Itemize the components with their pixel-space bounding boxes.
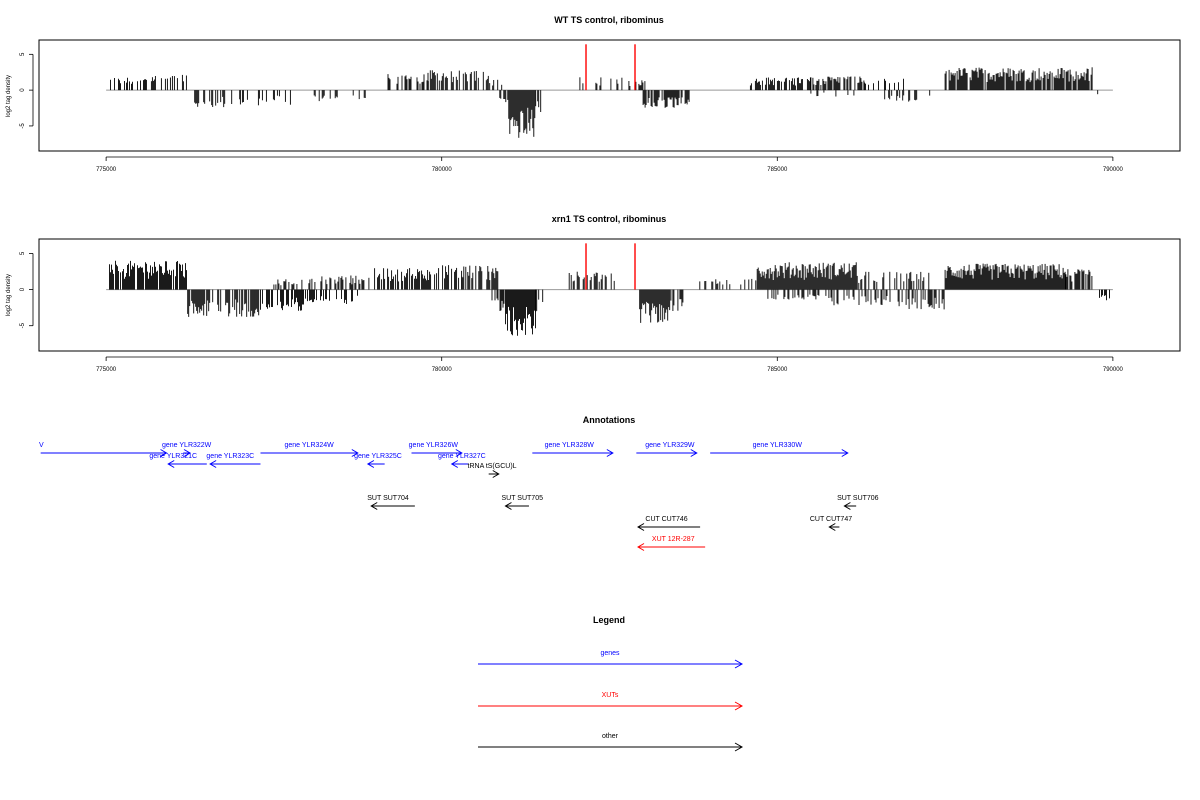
wt-axes: 775000 780000 785000 790000 5 0 -5 <box>20 52 1124 173</box>
feature-7-arrowhead <box>450 460 459 468</box>
xrn1-axes: 775000 780000 785000 790000 5 0 -5 <box>20 251 1124 373</box>
wt-x-tick-label: 775000 <box>96 167 117 173</box>
feature-1-arrowhead <box>183 449 192 457</box>
feature-4-arrowhead <box>351 449 359 457</box>
xrn1-x-tick-label: 790000 <box>1103 367 1124 373</box>
feature-3-arrowhead <box>209 460 217 468</box>
feature-label: gene YLR324W <box>285 442 335 449</box>
feature-label: gene YLR327C <box>438 453 486 460</box>
wt-y-tick-label: 5 <box>20 52 26 56</box>
wt-plot-frame <box>38 39 1181 152</box>
wt-panel-title: WT TS control, ribominus <box>554 15 664 25</box>
legend-label-1: XUTs <box>602 692 619 699</box>
xrn1-y-tick-label: -5 <box>20 322 26 328</box>
legend-arrowhead-0 <box>734 659 744 669</box>
xrn1-bars <box>106 243 1113 336</box>
xrn1-y-tick-label: 5 <box>20 251 26 255</box>
xrn1-panel-title: xrn1 TS control, ribominus <box>552 214 667 224</box>
feature-11-arrowhead <box>841 449 849 457</box>
feature-label: CUT CUT746 <box>645 516 687 523</box>
feature-label: gene YLR329W <box>645 442 695 449</box>
xrn1-x-tick-label: 780000 <box>432 367 453 373</box>
feature-label: gene YLR322W <box>162 442 212 449</box>
annotations-title: Annotations <box>583 415 636 425</box>
legend-arrowhead-1 <box>734 701 744 711</box>
legend-label-0: genes <box>600 650 620 657</box>
feature-6-arrowhead <box>455 449 463 457</box>
feature-2-arrowhead <box>167 460 175 468</box>
feature-label: XUT 12R-287 <box>652 536 695 543</box>
feature-label: SUT SUT705 <box>501 495 543 502</box>
feature-12-arrowhead <box>370 502 378 510</box>
wt-y-axis-label: log2 tag density <box>6 75 12 117</box>
feature-label: gene YLR330W <box>753 442 803 449</box>
feature-label: SUT SUT706 <box>837 495 879 502</box>
wt-bars <box>106 44 1113 138</box>
xrn1-y-axis-label: log2 tag density <box>6 274 12 316</box>
xrn1-x-tick-label: 785000 <box>767 367 788 373</box>
feature-17-arrowhead <box>637 543 645 551</box>
feature-16-arrowhead <box>828 523 836 531</box>
wt-x-tick-label: 785000 <box>767 167 788 173</box>
wt-y-tick-label: -5 <box>20 123 26 129</box>
legend-items: genes XUTs other <box>478 650 744 752</box>
feature-label: tRNA tS(GCU)L <box>468 463 517 470</box>
feature-label: gene YLR321C <box>149 453 197 460</box>
feature-label: gene YLR323C <box>206 453 254 460</box>
feature-9-arrowhead <box>606 449 614 457</box>
wt-density-panel: WT TS control, ribominus 775000 780000 785… <box>6 15 1181 173</box>
wt-x-tick-label: 780000 <box>432 167 453 173</box>
feature-13-arrowhead <box>504 502 512 510</box>
xrn1-y-tick-label: 0 <box>20 287 26 291</box>
wt-y-tick-label: 0 <box>20 88 26 92</box>
feature-label: gene YLR325C <box>354 453 402 460</box>
feature-8-arrowhead <box>492 470 500 478</box>
wt-x-tick-label: 790000 <box>1103 167 1124 173</box>
feature-10-arrowhead <box>690 449 698 457</box>
feature-15-arrowhead <box>637 523 645 531</box>
xrn1-density-panel: xrn1 TS control, ribominus 775000 780000 7… <box>6 214 1181 373</box>
feature-0-arrowhead <box>160 449 168 457</box>
feature-label: gene YLR328W <box>545 442 595 449</box>
legend-label-2: other <box>602 733 619 740</box>
feature-14-arrowhead <box>843 502 851 510</box>
legend-arrowhead-2 <box>734 742 744 752</box>
feature-label: gene YLR326W <box>409 442 459 449</box>
feature-label: CUT CUT747 <box>810 516 852 523</box>
legend-title: Legend <box>593 615 625 625</box>
feature-label: SUT SUT704 <box>367 495 409 502</box>
xrn1-plot-frame <box>38 238 1181 352</box>
feature-label: V <box>39 442 44 449</box>
feature-5-arrowhead <box>366 460 375 468</box>
legend: Legend genes XUTs other <box>478 615 744 752</box>
xrn1-x-tick-label: 775000 <box>96 367 117 373</box>
